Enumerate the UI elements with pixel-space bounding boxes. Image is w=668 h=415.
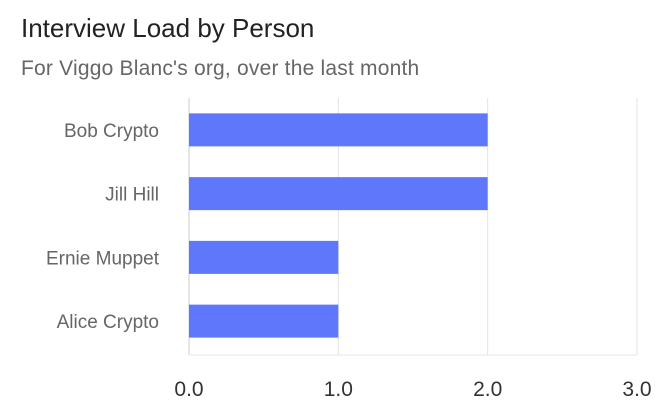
chart-title: Interview Load by Person — [21, 13, 315, 43]
category-label: Ernie Muppet — [46, 248, 160, 269]
category-label: Bob Crypto — [64, 121, 159, 142]
category-label: Jill Hill — [105, 185, 159, 206]
bar[interactable] — [189, 304, 339, 338]
bars — [189, 113, 488, 338]
chart-subtitle: For Viggo Blanc's org, over the last mon… — [21, 57, 420, 80]
x-tick-label: 2.0 — [473, 378, 502, 401]
x-axis-ticks: 0.0 1.0 2.0 3.0 — [174, 378, 651, 401]
bar[interactable] — [189, 177, 488, 211]
category-label: Alice Crypto — [57, 312, 159, 333]
bar[interactable] — [189, 240, 339, 274]
x-tick-label: 3.0 — [622, 378, 651, 401]
category-labels: Bob Crypto Jill Hill Ernie Muppet Alice Cry… — [46, 121, 160, 333]
x-tick-label: 1.0 — [324, 378, 353, 401]
x-tick-label: 0.0 — [174, 378, 203, 401]
bar[interactable] — [189, 113, 488, 147]
